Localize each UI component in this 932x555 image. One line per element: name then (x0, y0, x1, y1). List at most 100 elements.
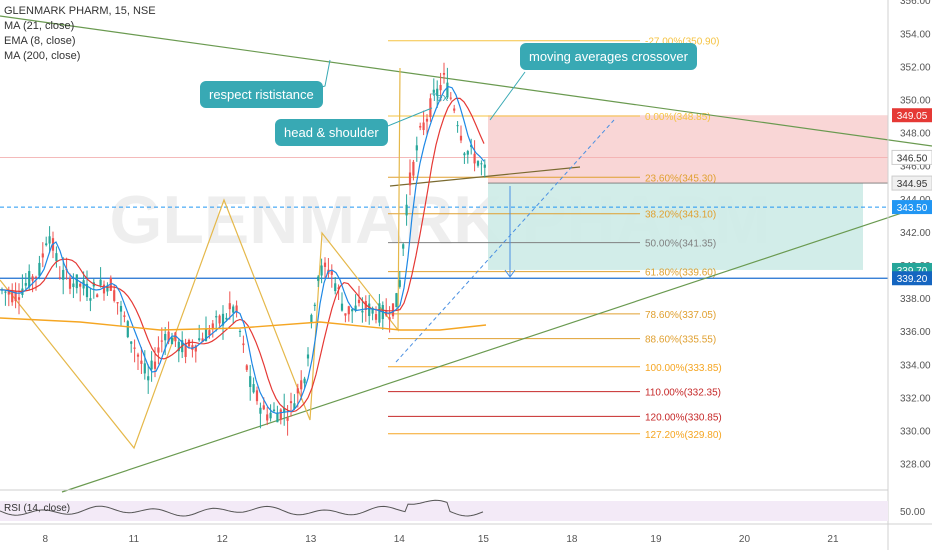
y-tick-label: 346.00 (900, 162, 931, 173)
candle-body (140, 360, 143, 364)
fib-label: 120.00%(330.85) (645, 412, 722, 423)
candle-body (38, 262, 41, 276)
candle-body (405, 204, 408, 216)
candle-body (184, 344, 187, 357)
fib-label: 23.60%(345.30) (645, 173, 716, 184)
x-tick-label: 14 (394, 534, 406, 545)
candle-body (368, 303, 371, 316)
price-tag-label: 339.20 (897, 274, 928, 285)
callout-respect-resistance[interactable]: respect rististance (200, 81, 323, 108)
rsi-line (0, 499, 484, 517)
candle-body (408, 172, 412, 186)
fib-label: 127.20%(329.80) (645, 430, 722, 441)
y-tick-label: 336.00 (900, 327, 931, 338)
rsi-tick: 50.00 (900, 507, 925, 518)
candle-body (476, 161, 480, 166)
y-tick-label: 328.00 (900, 460, 931, 471)
candle-body (354, 305, 357, 311)
candle-body (439, 84, 442, 91)
candle-body (480, 163, 483, 165)
candle-body (289, 401, 293, 404)
candle-body (68, 278, 72, 289)
candle-body (425, 118, 429, 122)
x-tick-label: 19 (650, 534, 662, 545)
candle-body (24, 283, 27, 286)
price-tag-label: 349.05 (897, 111, 928, 122)
fib-label: 100.00%(333.85) (645, 363, 722, 374)
candle-body (364, 300, 367, 310)
candle-body (160, 340, 163, 342)
candle-body (174, 332, 177, 342)
candle-body (252, 384, 255, 393)
fib-label: 38.20%(343.10) (645, 210, 716, 221)
indicator-ema8[interactable]: EMA (8, close) (4, 35, 76, 47)
candle-body (198, 338, 201, 341)
price-tag (891, 149, 932, 165)
candle-body (419, 126, 422, 128)
candle-body (446, 82, 449, 98)
candle-body (330, 271, 333, 275)
support-trendline (61, 202, 932, 493)
candle-body (361, 310, 364, 313)
candle-body (415, 145, 418, 151)
candle-body (269, 412, 272, 419)
fib-label: 88.60%(335.55) (645, 335, 716, 346)
y-tick-label: 334.00 (900, 360, 931, 371)
candle-body (41, 253, 44, 258)
candle-body (147, 376, 150, 381)
candle-body (99, 279, 102, 286)
fib-label: 0.00%(348.85) (645, 112, 711, 123)
x-tick-label: 12 (217, 534, 229, 545)
candle-body (48, 236, 51, 244)
candle-body (272, 409, 276, 412)
candle-body (351, 309, 354, 312)
candle-body (378, 303, 381, 323)
candle-body (344, 313, 347, 316)
candle-body (310, 314, 313, 324)
candle-body (17, 297, 21, 300)
candle-body (313, 304, 316, 307)
candle-body (11, 290, 14, 303)
candle-body (62, 269, 65, 280)
candle-body (402, 244, 405, 249)
candle-body (221, 313, 225, 326)
callout-ma-crossover[interactable]: moving averages crossover (520, 43, 697, 70)
candle-body (153, 361, 157, 369)
candle-body (255, 390, 259, 402)
rsi-label: RSI (14, close) (4, 503, 71, 514)
candle-body (123, 315, 126, 317)
text-annotation: Tex (431, 92, 449, 104)
candle-body (208, 330, 211, 336)
candle-body (483, 164, 486, 168)
candle-body (296, 388, 299, 394)
y-axis-ticks: 328.00330.00332.00334.00336.00338.00340.… (900, 0, 931, 471)
y-tick-label: 342.00 (900, 228, 931, 239)
candle-body (55, 253, 58, 262)
candle-body (429, 98, 432, 118)
candle-body (347, 306, 350, 315)
indicator-ma21[interactable]: MA (21, close) (4, 20, 75, 32)
x-tick-label: 13 (305, 534, 317, 545)
candle-body (194, 345, 197, 352)
candle-body (238, 330, 242, 332)
candle-body (334, 283, 337, 292)
price-tag-label: 344.95 (897, 179, 928, 190)
candle-body (283, 408, 286, 413)
candle-body (456, 125, 459, 127)
candle-body (136, 354, 140, 357)
chart-title: GLENMARK PHARM, 15, NSE (4, 5, 156, 17)
y-tick-label: 332.00 (900, 393, 931, 404)
candle-body (249, 376, 252, 387)
candle-body (7, 290, 10, 295)
callout-head-shoulder[interactable]: head & shoulder (275, 119, 388, 146)
candle-body (357, 299, 361, 304)
candle-body (215, 316, 218, 318)
indicator-ma200[interactable]: MA (200, close) (4, 50, 81, 62)
candle-body (130, 341, 133, 344)
candle-body (232, 306, 235, 313)
fib-label: 78.60%(337.05) (645, 310, 716, 321)
candle-body (459, 135, 463, 141)
candle-body (388, 317, 391, 320)
legend: GLENMARK PHARM, 15, NSE MA (21, close) E… (4, 4, 156, 64)
x-tick-label: 18 (566, 534, 578, 545)
